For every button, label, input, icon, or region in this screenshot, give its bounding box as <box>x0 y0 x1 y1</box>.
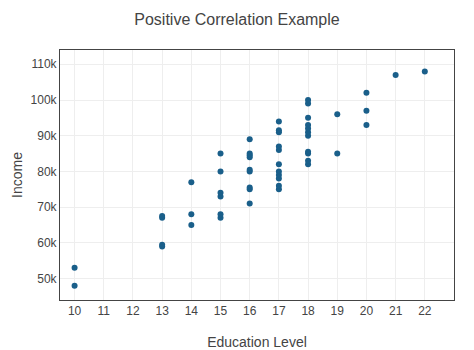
svg-text:13: 13 <box>155 304 169 318</box>
svg-text:110k: 110k <box>31 57 57 71</box>
svg-text:20: 20 <box>360 304 374 318</box>
svg-text:15: 15 <box>214 304 228 318</box>
svg-text:90k: 90k <box>37 129 57 143</box>
svg-text:10: 10 <box>68 304 82 318</box>
svg-text:Positive Correlation Example: Positive Correlation Example <box>134 11 340 28</box>
svg-text:22: 22 <box>418 304 432 318</box>
svg-text:16: 16 <box>243 304 257 318</box>
svg-text:11: 11 <box>98 304 111 318</box>
svg-text:60k: 60k <box>37 236 57 250</box>
svg-text:50k: 50k <box>37 272 57 286</box>
svg-text:18: 18 <box>301 304 315 318</box>
svg-text:21: 21 <box>389 304 403 318</box>
svg-text:100k: 100k <box>31 93 58 107</box>
svg-text:19: 19 <box>331 304 345 318</box>
svg-text:17: 17 <box>272 304 286 318</box>
svg-text:80k: 80k <box>37 165 57 179</box>
svg-text:12: 12 <box>126 304 140 318</box>
svg-text:70k: 70k <box>37 200 57 214</box>
svg-text:14: 14 <box>185 304 199 318</box>
svg-text:Income: Income <box>9 152 25 198</box>
svg-text:Education Level: Education Level <box>207 334 307 350</box>
